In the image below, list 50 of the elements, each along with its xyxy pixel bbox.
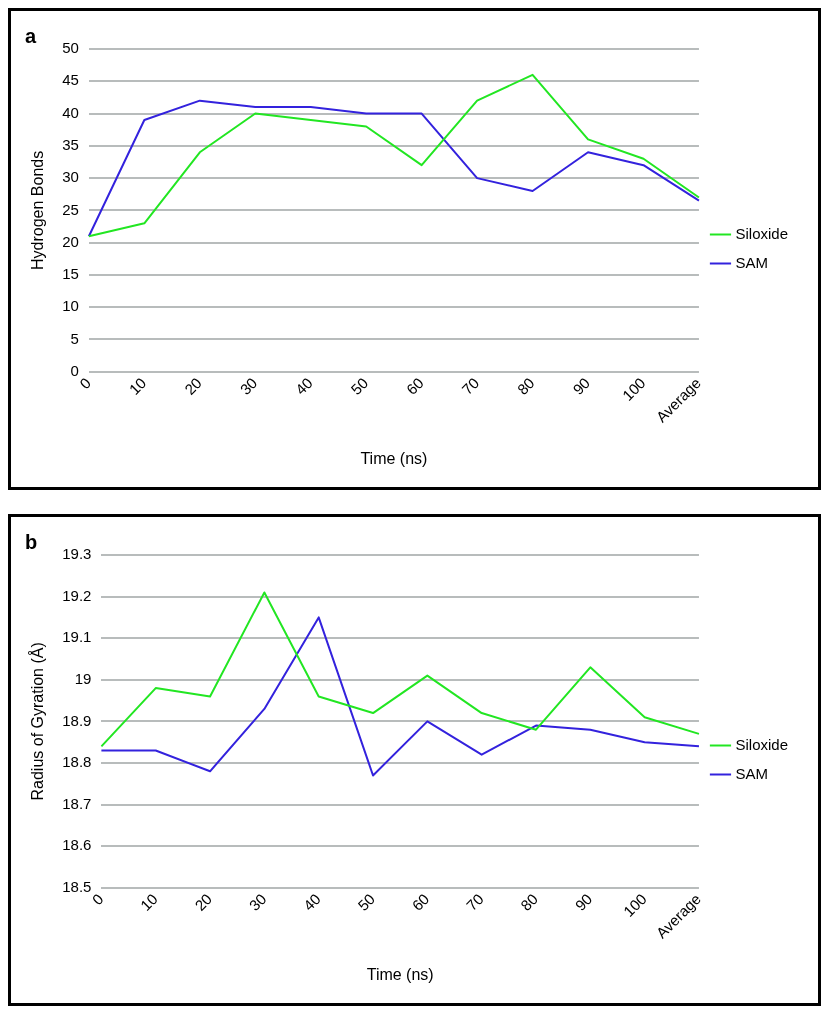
x-tick-label: 50: [354, 890, 379, 914]
x-tick-label: 100: [619, 890, 650, 920]
y-tick-label: 0: [70, 361, 79, 379]
y-tick-label: 5: [70, 329, 79, 347]
y-tick-label: 18.7: [62, 794, 92, 812]
x-tick-label: 80: [517, 890, 542, 914]
x-axis-title: Time (ns): [360, 449, 428, 467]
x-tick-label: 10: [136, 890, 161, 914]
x-tick-label: 90: [571, 890, 596, 914]
legend-label: SAM: [735, 253, 768, 271]
y-tick-label: 50: [62, 39, 79, 57]
x-tick-label: 20: [181, 374, 205, 398]
legend-label: Siloxide: [735, 224, 788, 242]
y-tick-label: 19: [74, 669, 92, 687]
x-tick-label: 80: [513, 374, 538, 398]
x-axis-title: Time (ns): [366, 965, 434, 983]
y-tick-label: 10: [62, 297, 79, 315]
y-tick-label: 18.9: [62, 711, 92, 729]
y-tick-label: 19.1: [62, 628, 92, 646]
y-tick-label: 45: [62, 71, 79, 89]
x-tick-label: 30: [236, 374, 261, 398]
x-tick-label: 10: [125, 374, 150, 398]
y-tick-label: 19.2: [62, 586, 92, 604]
y-axis-title: Radius of Gyration (Å): [28, 642, 47, 801]
chart-title: a: [25, 24, 37, 47]
y-tick-label: 18.8: [62, 753, 92, 771]
y-tick-label: 19.3: [62, 545, 92, 563]
y-tick-label: 20: [62, 232, 79, 250]
x-tick-label: 70: [458, 374, 483, 398]
y-tick-label: 18.6: [62, 836, 92, 854]
x-tick-label: 50: [347, 374, 372, 398]
y-tick-label: 30: [62, 168, 79, 186]
x-tick-label: 40: [291, 374, 316, 398]
x-tick-label: 30: [245, 890, 270, 914]
legend-label: Siloxide: [735, 735, 788, 753]
x-tick-label: 90: [569, 374, 594, 398]
y-tick-label: 18.5: [62, 877, 92, 895]
x-tick-label: 60: [402, 374, 427, 398]
y-axis-title: Hydrogen Bonds: [29, 150, 47, 270]
x-tick-label: 70: [462, 890, 487, 914]
y-tick-label: 40: [62, 103, 79, 121]
chart-title: b: [25, 530, 38, 553]
y-tick-label: 15: [62, 265, 79, 283]
y-tick-label: 25: [62, 200, 79, 218]
x-tick-label: 60: [408, 890, 433, 914]
x-tick-label: 100: [618, 374, 649, 404]
x-tick-label: 20: [191, 890, 216, 914]
legend-label: SAM: [735, 764, 768, 782]
x-tick-label: 40: [299, 890, 324, 914]
y-tick-label: 35: [62, 135, 79, 153]
